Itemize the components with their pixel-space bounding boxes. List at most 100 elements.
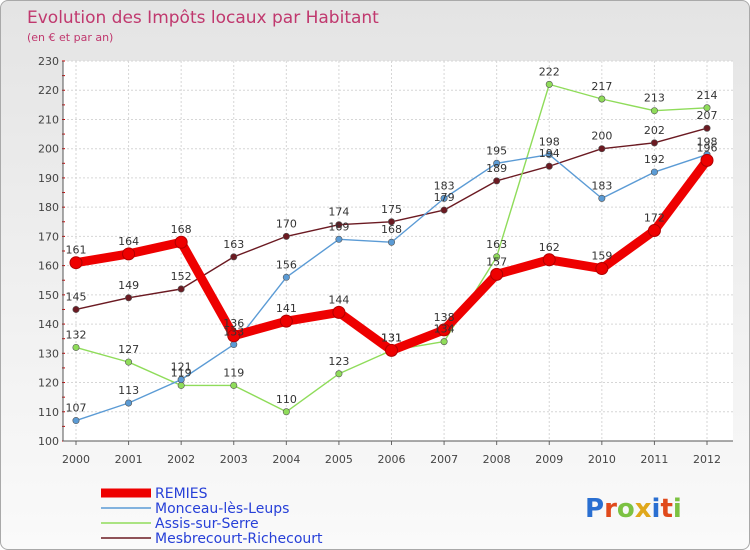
point-assis-sur-serre <box>125 358 133 366</box>
data-label-remies: 136 <box>223 317 244 330</box>
point-assis-sur-serre <box>703 104 711 112</box>
point-monceau-les-leups <box>493 159 501 167</box>
point-mesbrecourt-richecourt <box>335 221 343 229</box>
point-monceau-les-leups <box>650 168 658 176</box>
point-monceau-les-leups <box>545 151 553 159</box>
data-label-mesbrecourt-richecourt: 194 <box>539 147 560 160</box>
data-label-mesbrecourt-richecourt: 149 <box>118 279 139 292</box>
point-mesbrecourt-richecourt <box>177 285 185 293</box>
point-remies <box>69 256 83 270</box>
point-mesbrecourt-richecourt <box>650 139 658 147</box>
data-label-assis-sur-serre: 217 <box>591 80 612 93</box>
data-label-monceau-les-leups: 168 <box>381 223 402 236</box>
point-mesbrecourt-richecourt <box>387 218 395 226</box>
data-label-assis-sur-serre: 132 <box>66 328 87 341</box>
y-tick-label: 100 <box>38 435 59 448</box>
data-label-remies: 159 <box>591 250 612 263</box>
y-tick-label: 120 <box>38 377 59 390</box>
data-label-monceau-les-leups: 107 <box>66 402 87 415</box>
data-label-remies: 196 <box>697 141 718 154</box>
y-tick-label: 210 <box>38 113 59 126</box>
point-remies <box>279 314 293 328</box>
data-label-assis-sur-serre: 134 <box>434 323 455 336</box>
data-label-remies: 168 <box>171 223 192 236</box>
series-group <box>69 80 714 425</box>
point-mesbrecourt-richecourt <box>230 253 238 261</box>
data-label-monceau-les-leups: 198 <box>539 136 560 149</box>
brand-text: Proxiti <box>585 494 682 524</box>
y-tick-label: 130 <box>38 347 59 360</box>
x-tick-label: 2006 <box>378 453 406 466</box>
data-label-mesbrecourt-richecourt: 200 <box>591 130 612 143</box>
y-tick-label: 190 <box>38 172 59 185</box>
y-tick-label: 230 <box>38 55 59 68</box>
data-label-assis-sur-serre: 163 <box>486 238 507 251</box>
x-tick-label: 2011 <box>640 453 668 466</box>
point-assis-sur-serre <box>230 381 238 389</box>
point-monceau-les-leups <box>72 417 80 425</box>
point-monceau-les-leups <box>177 376 185 384</box>
data-label-mesbrecourt-richecourt: 174 <box>328 206 349 219</box>
point-monceau-les-leups <box>335 235 343 243</box>
x-tick-label: 2004 <box>272 453 300 466</box>
x-tick-label: 2002 <box>167 453 195 466</box>
series-mesbrecourt-richecourt <box>72 124 711 313</box>
data-label-remies: 141 <box>276 302 297 315</box>
data-label-mesbrecourt-richecourt: 189 <box>486 162 507 175</box>
point-monceau-les-leups <box>440 194 448 202</box>
data-label-monceau-les-leups: 192 <box>644 153 665 166</box>
x-tick-label: 2010 <box>588 453 616 466</box>
data-label-monceau-les-leups: 195 <box>486 144 507 157</box>
y-tick-label: 180 <box>38 201 59 214</box>
data-labels: 145 149 152 163 170 174 175 179 189 194 200 202 207 1… <box>66 65 718 414</box>
x-tick-label: 2012 <box>693 453 721 466</box>
data-label-remies: 138 <box>434 311 455 324</box>
point-assis-sur-serre <box>598 95 606 103</box>
point-assis-sur-serre <box>650 107 658 115</box>
data-label-monceau-les-leups: 183 <box>591 179 612 192</box>
point-assis-sur-serre <box>440 338 448 346</box>
data-label-assis-sur-serre: 110 <box>276 393 297 406</box>
series-remies <box>69 153 714 357</box>
point-mesbrecourt-richecourt <box>545 162 553 170</box>
point-mesbrecourt-richecourt <box>440 206 448 214</box>
point-remies <box>490 267 504 281</box>
data-label-assis-sur-serre: 214 <box>697 89 718 102</box>
legend: REMIESMonceau-lès-LeupsAssis-sur-SerreMe… <box>101 486 323 547</box>
point-assis-sur-serre <box>282 408 290 416</box>
point-monceau-les-leups <box>230 341 238 349</box>
data-label-remies: 144 <box>328 293 349 306</box>
data-label-mesbrecourt-richecourt: 163 <box>223 238 244 251</box>
point-mesbrecourt-richecourt <box>493 177 501 185</box>
x-tick-label: 2001 <box>115 453 143 466</box>
data-label-monceau-les-leups: 113 <box>118 384 139 397</box>
data-label-assis-sur-serre: 119 <box>223 366 244 379</box>
data-label-assis-sur-serre: 213 <box>644 92 665 105</box>
data-label-monceau-les-leups: 183 <box>434 179 455 192</box>
axes: 100 110 120 130 140 150 160 170 180 190 200 210 220 2… <box>38 55 733 466</box>
data-label-mesbrecourt-richecourt: 152 <box>171 270 192 283</box>
point-remies <box>385 343 398 357</box>
point-assis-sur-serre <box>545 80 553 88</box>
point-remies <box>332 305 346 319</box>
data-label-remies: 162 <box>539 241 560 254</box>
point-mesbrecourt-richecourt <box>282 232 290 240</box>
point-remies <box>542 253 556 267</box>
point-assis-sur-serre <box>335 370 343 378</box>
data-label-remies: 164 <box>118 235 139 248</box>
x-tick-label: 2003 <box>220 453 248 466</box>
y-tick-label: 150 <box>38 289 59 302</box>
x-tick-label: 2000 <box>62 453 90 466</box>
point-remies <box>647 224 661 238</box>
y-tick-label: 140 <box>38 318 59 331</box>
data-label-mesbrecourt-richecourt: 207 <box>697 109 718 122</box>
data-label-assis-sur-serre: 222 <box>539 65 560 78</box>
x-tick-label: 2007 <box>430 453 458 466</box>
legend-label: REMIES <box>155 486 208 502</box>
point-mesbrecourt-richecourt <box>72 305 80 313</box>
point-monceau-les-leups <box>387 238 395 246</box>
data-label-mesbrecourt-richecourt: 175 <box>381 203 402 216</box>
point-monceau-les-leups <box>598 194 606 202</box>
y-tick-label: 200 <box>38 143 59 156</box>
data-label-assis-sur-serre: 119 <box>171 366 192 379</box>
